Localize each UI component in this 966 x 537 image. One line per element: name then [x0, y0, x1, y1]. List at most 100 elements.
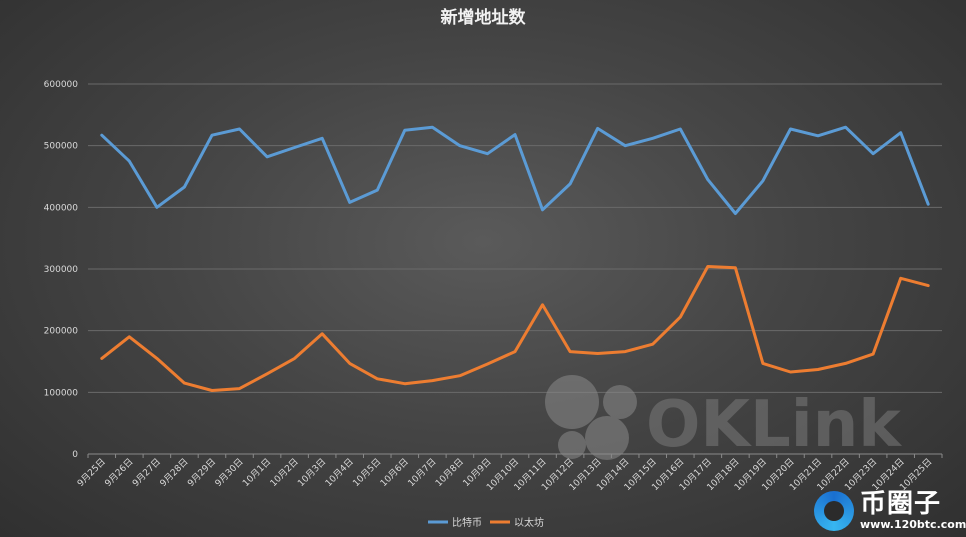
x-tick-label: 10月7日 [406, 456, 439, 489]
watermark-dot-icon [545, 375, 599, 429]
series-1-point [403, 382, 406, 385]
series-0-point [844, 126, 847, 129]
x-tick-label: 10月5日 [351, 456, 384, 489]
series-0-point [899, 131, 902, 134]
legend-label: 以太坊 [514, 516, 544, 529]
x-tick-label: 9月30日 [213, 456, 246, 489]
series-1-point [872, 353, 875, 356]
series-1-point [706, 265, 709, 268]
series-1-point [100, 357, 103, 360]
series-1-point [486, 362, 489, 365]
legend-label: 比特币 [452, 517, 482, 529]
series-1-point [899, 277, 902, 280]
series-line-1 [100, 265, 930, 392]
x-tick-label: 9月26日 [103, 456, 136, 489]
series-1-point [183, 382, 186, 385]
series-0-point [596, 127, 599, 130]
series-0-point [238, 128, 241, 131]
series-0-point [817, 134, 820, 137]
series-0-point [569, 182, 572, 185]
site-logo: 币圈子 www.120btc.com [814, 485, 966, 537]
series-1-point [128, 335, 131, 338]
watermark-text: OKLink [646, 388, 902, 462]
oklink-watermark: OKLink [545, 375, 902, 462]
series-1-point [348, 362, 351, 365]
series-1-point [679, 316, 682, 319]
x-tick-label: 10月6日 [378, 456, 411, 489]
series-0-point [706, 178, 709, 181]
watermark-dot-icon [603, 385, 637, 419]
series-1-point [734, 266, 737, 269]
logo-title: 币圈子 [860, 489, 942, 519]
series-0-point [376, 189, 379, 192]
x-tick-label: 9月28日 [158, 456, 191, 489]
series-1-point [321, 332, 324, 335]
x-tick-label: 9月29日 [185, 456, 218, 489]
y-tick-label: 300000 [44, 265, 79, 275]
gridlines [88, 83, 942, 393]
series-1-point [651, 343, 654, 346]
series-1-point [541, 303, 544, 306]
series-0-point [321, 137, 324, 140]
series-0-point [624, 144, 627, 147]
series-1-point [789, 370, 792, 373]
x-tick-label: 10月8日 [433, 456, 466, 489]
series-0-point [155, 206, 158, 209]
coin-logo-icon [814, 491, 854, 531]
series-0-point [679, 128, 682, 131]
x-tick-label: 9月27日 [130, 456, 163, 489]
x-tick-label: 9月25日 [75, 456, 108, 489]
y-tick-label: 100000 [44, 388, 79, 398]
series-0-point [789, 128, 792, 131]
series-1-point [596, 352, 599, 355]
series-0-point [431, 126, 434, 129]
legend: 比特币 以太坊 [428, 516, 544, 529]
y-tick-label: 600000 [44, 80, 79, 90]
y-tick-label: 200000 [44, 327, 79, 337]
watermark-dot-icon [558, 431, 586, 459]
x-tick-label: 10月2日 [268, 456, 301, 489]
series-0-point [734, 212, 737, 215]
series-0-point [458, 144, 461, 147]
series-1-point [514, 350, 517, 353]
series-1-point [624, 350, 627, 353]
series-0-point [183, 185, 186, 188]
series-0-point [514, 133, 517, 136]
series-0-point [541, 208, 544, 211]
series-1-point [927, 284, 930, 287]
series-1-point [844, 362, 847, 365]
x-tick-label: 10月4日 [323, 456, 356, 489]
series-0-point [761, 179, 764, 182]
series-0-point [210, 134, 213, 137]
y-axis-tick-labels: 0 100000 200000 300000 400000 500000 600000 [44, 80, 79, 460]
series-1-point [266, 372, 269, 375]
series-0-point [128, 160, 131, 163]
chart-title: 新增地址数 [441, 7, 527, 28]
series-0-point [266, 155, 269, 158]
series-1-point [761, 362, 764, 365]
series-0-point [293, 146, 296, 149]
series-1-point [155, 357, 158, 360]
series-1-point [238, 387, 241, 390]
series-1-point [293, 357, 296, 360]
series-0-point [486, 152, 489, 155]
axes [87, 453, 943, 458]
x-tick-label: 10月1日 [241, 456, 274, 489]
series-1-point [569, 350, 572, 353]
series-0-point [348, 201, 351, 204]
series-0-point [927, 203, 930, 206]
y-tick-label: 0 [72, 450, 78, 460]
x-tick-label: 10月3日 [296, 456, 329, 489]
series-0-point [651, 137, 654, 140]
series-0-point [872, 152, 875, 155]
series-1-point [817, 368, 820, 371]
y-tick-label: 500000 [44, 142, 79, 152]
series-lines [100, 125, 930, 392]
series-1-point [458, 374, 461, 377]
series-0-point [403, 129, 406, 132]
logo-url: www.120btc.com [860, 518, 966, 531]
series-1-point [210, 389, 213, 392]
y-tick-label: 400000 [44, 203, 79, 213]
watermark-dot-icon [585, 416, 629, 460]
